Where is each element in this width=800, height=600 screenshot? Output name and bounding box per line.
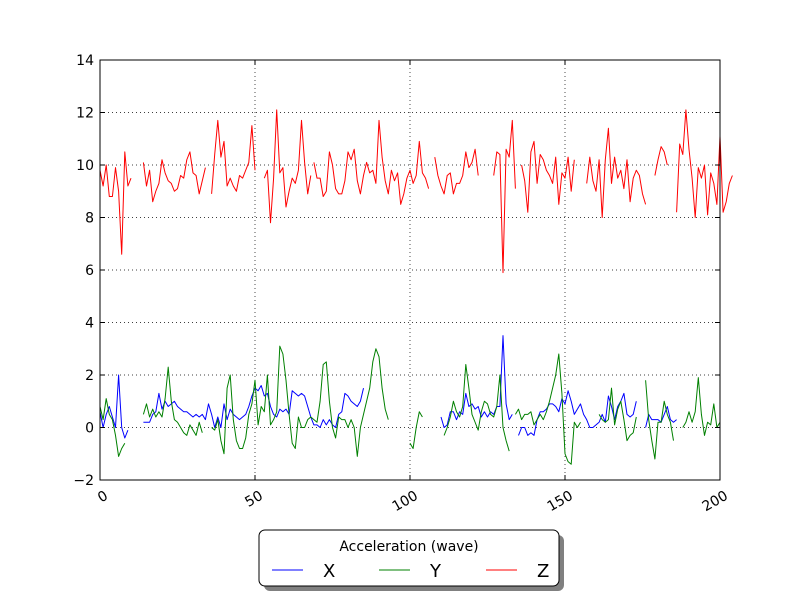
series-z: [99, 109, 733, 274]
legend-label: Y: [429, 561, 442, 582]
legend-title: Acceleration (wave): [339, 539, 478, 555]
y-tick-label: 4: [85, 316, 94, 332]
series-line-y: [443, 364, 510, 452]
y-tick-label: −2: [73, 473, 94, 489]
series-line-x: [645, 406, 677, 428]
series-line-y: [142, 366, 203, 436]
y-tick-label: 12: [76, 106, 94, 122]
series-line-y: [598, 387, 637, 442]
x-tick-label: 100: [390, 488, 421, 515]
series-line-z: [211, 119, 256, 194]
y-tick-label: 10: [76, 158, 94, 174]
grid: [100, 60, 720, 480]
series-line-y: [514, 353, 581, 465]
series-line-z: [313, 119, 430, 205]
series-group: [99, 109, 733, 465]
y-tick-label: 14: [76, 53, 94, 69]
series-line-y: [211, 345, 389, 457]
legend: Acceleration (wave) X Y Z: [258, 529, 564, 591]
series-line-z: [654, 146, 668, 176]
series-line-z: [434, 148, 479, 195]
series-line-y: [99, 398, 126, 457]
series-line-y: [409, 411, 423, 449]
legend-box: [258, 529, 560, 587]
series-line-x: [99, 374, 129, 439]
x-tick-label: 50: [242, 488, 265, 511]
series-line-z: [263, 109, 312, 224]
series-line-z: [493, 119, 516, 274]
series-line-z: [142, 151, 206, 203]
legend-items: X Y Z: [272, 561, 549, 582]
series-line-z: [99, 151, 132, 255]
y-tick-label: 0: [85, 421, 94, 437]
y-tick-label: 2: [85, 368, 94, 384]
legend-item-z: Z: [486, 561, 549, 582]
legend-label: Z: [537, 561, 549, 582]
series-line-y: [682, 377, 721, 436]
y-axis: −2 0 2 4 6 8 10 12 14: [73, 53, 720, 489]
series-line-x: [440, 335, 513, 428]
series-line-y: [645, 380, 674, 460]
series-line-z: [586, 127, 647, 218]
legend-item-x: X: [272, 561, 335, 582]
series-line-z: [676, 109, 733, 218]
series-x: [99, 335, 677, 439]
legend-item-y: Y: [379, 561, 442, 582]
y-tick-label: 8: [85, 211, 94, 227]
legend-label: X: [323, 561, 335, 582]
series-line-z: [521, 140, 575, 213]
x-tick-label: 150: [545, 488, 576, 515]
series-line-x: [518, 390, 637, 436]
y-tick-label: 6: [85, 263, 94, 279]
series-y: [99, 345, 721, 465]
x-tick-label: 0: [95, 488, 111, 506]
x-tick-label: 200: [700, 488, 731, 515]
